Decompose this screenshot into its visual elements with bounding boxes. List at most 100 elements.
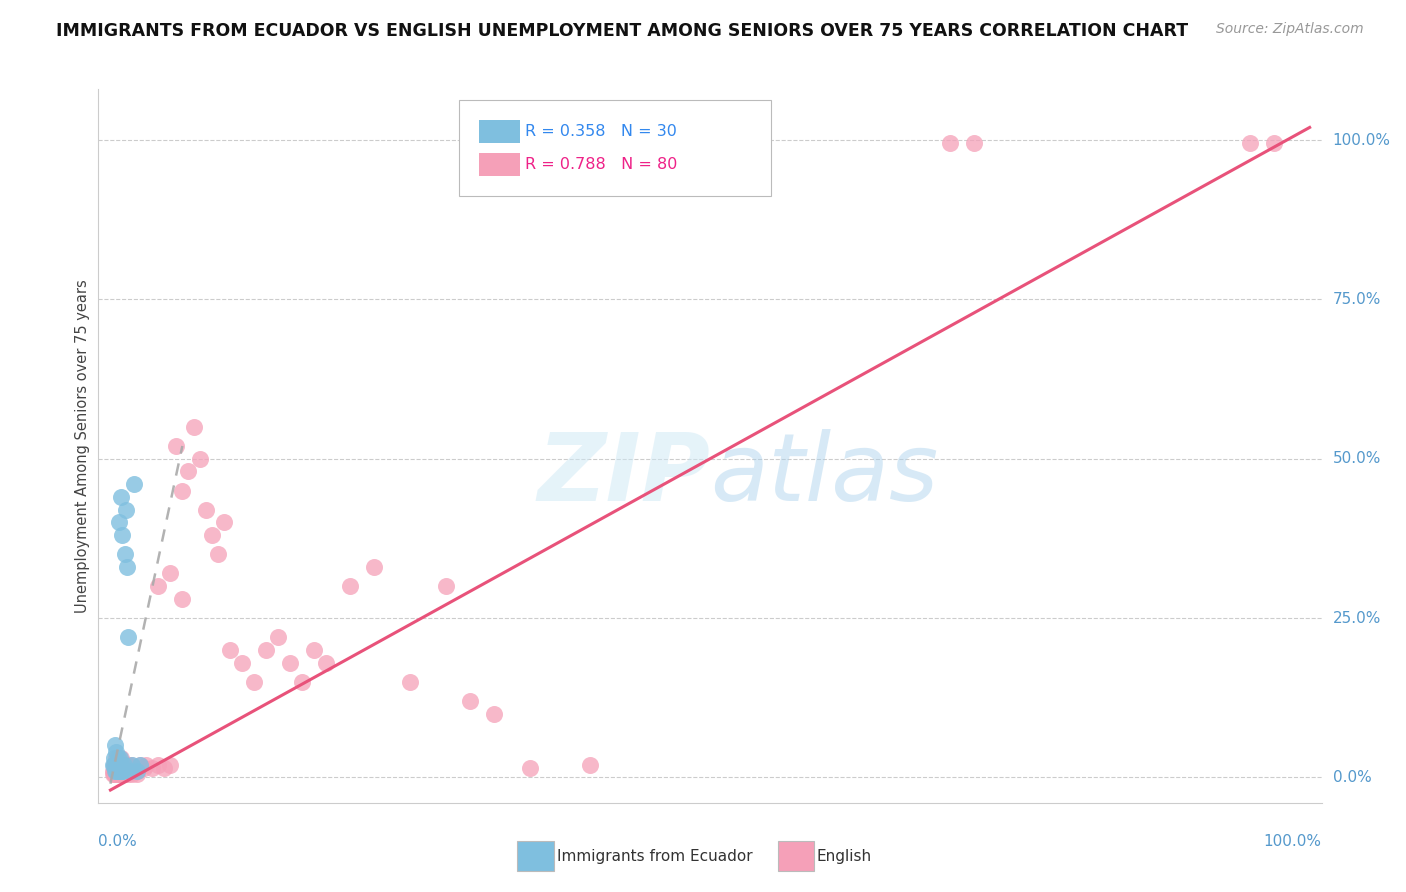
Point xyxy=(219,643,242,657)
FancyBboxPatch shape xyxy=(479,153,520,177)
Text: 75.0%: 75.0% xyxy=(1333,292,1381,307)
Point xyxy=(121,767,143,781)
Point xyxy=(108,757,131,772)
Point xyxy=(148,757,170,772)
Point xyxy=(115,560,138,574)
Point xyxy=(104,764,127,778)
Point xyxy=(118,761,141,775)
Point xyxy=(121,757,143,772)
Point xyxy=(107,764,129,778)
Point xyxy=(103,757,125,772)
Point xyxy=(108,516,129,530)
Point xyxy=(172,483,194,498)
Point xyxy=(115,502,138,516)
Point xyxy=(195,502,218,516)
Point xyxy=(103,757,125,772)
Point xyxy=(105,751,128,765)
Point xyxy=(104,757,127,772)
Point xyxy=(112,764,135,778)
Point xyxy=(105,767,128,781)
Text: 25.0%: 25.0% xyxy=(1333,610,1381,625)
Point xyxy=(165,439,187,453)
Point xyxy=(111,767,134,781)
Point xyxy=(124,477,146,491)
Point xyxy=(148,579,170,593)
Point xyxy=(104,764,127,778)
Text: 100.0%: 100.0% xyxy=(1333,133,1391,148)
Point xyxy=(1239,136,1261,151)
Text: English: English xyxy=(817,849,872,863)
Point xyxy=(103,767,125,781)
Point xyxy=(110,767,132,781)
Text: R = 0.358   N = 30: R = 0.358 N = 30 xyxy=(526,124,678,139)
Point xyxy=(339,579,361,593)
Point xyxy=(125,764,148,778)
Point xyxy=(159,757,181,772)
Point xyxy=(243,674,266,689)
Point xyxy=(108,764,131,778)
Point xyxy=(214,516,236,530)
Text: 100.0%: 100.0% xyxy=(1264,834,1322,849)
Point xyxy=(107,757,129,772)
Text: 50.0%: 50.0% xyxy=(1333,451,1381,467)
Text: 0.0%: 0.0% xyxy=(1333,770,1371,785)
Point xyxy=(201,528,224,542)
Point xyxy=(267,630,290,644)
Point xyxy=(112,757,135,772)
Point xyxy=(108,764,129,778)
Point xyxy=(315,656,337,670)
Point xyxy=(120,757,142,772)
Point xyxy=(108,767,131,781)
Point xyxy=(207,547,229,561)
Point xyxy=(304,643,326,657)
Point xyxy=(153,761,176,775)
Point xyxy=(107,767,129,781)
Point xyxy=(111,528,134,542)
Point xyxy=(101,764,124,778)
Point xyxy=(111,764,134,778)
Point xyxy=(105,745,128,759)
Point xyxy=(579,757,602,772)
Point xyxy=(124,761,146,775)
Point xyxy=(117,757,139,772)
Point xyxy=(111,764,134,778)
Point xyxy=(101,757,124,772)
Point xyxy=(177,465,200,479)
Point xyxy=(183,420,205,434)
FancyBboxPatch shape xyxy=(460,100,772,196)
Point xyxy=(399,674,422,689)
Point xyxy=(103,764,125,778)
Point xyxy=(141,761,163,775)
Point xyxy=(108,751,131,765)
Point xyxy=(111,767,134,781)
Y-axis label: Unemployment Among Seniors over 75 years: Unemployment Among Seniors over 75 years xyxy=(75,279,90,613)
Point xyxy=(291,674,314,689)
Point xyxy=(117,767,139,781)
Point xyxy=(117,630,139,644)
Point xyxy=(104,739,127,753)
Point xyxy=(125,767,148,781)
Point xyxy=(105,764,128,778)
Point xyxy=(105,757,128,772)
Point xyxy=(135,757,157,772)
Point xyxy=(159,566,181,581)
Point xyxy=(482,706,505,721)
Point xyxy=(434,579,457,593)
Point xyxy=(118,764,141,778)
Point xyxy=(108,751,129,765)
Text: Source: ZipAtlas.com: Source: ZipAtlas.com xyxy=(1216,22,1364,37)
Text: 0.0%: 0.0% xyxy=(98,834,138,849)
Point xyxy=(115,764,138,778)
Point xyxy=(107,767,129,781)
Point xyxy=(108,767,131,781)
Point xyxy=(103,751,125,765)
Point xyxy=(101,767,124,781)
Point xyxy=(188,451,211,466)
Point xyxy=(111,757,134,772)
Point xyxy=(108,757,129,772)
Point xyxy=(115,757,138,772)
Text: atlas: atlas xyxy=(710,429,938,520)
Point xyxy=(132,761,155,775)
Point xyxy=(129,757,152,772)
Point xyxy=(963,136,986,151)
